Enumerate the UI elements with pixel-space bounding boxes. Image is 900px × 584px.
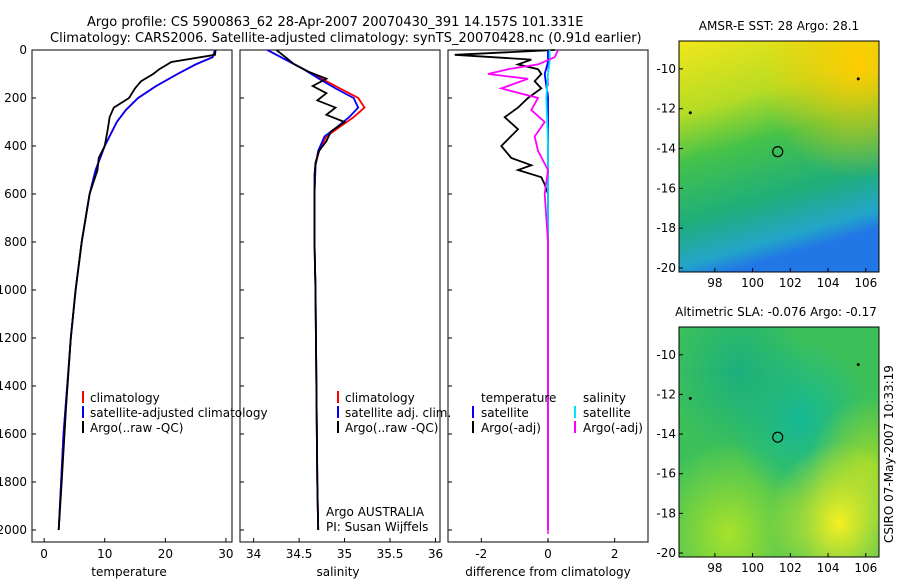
y-tick-label: -10 — [656, 62, 676, 76]
figure-title-line2: Climatology: CARS2006. Satellite-adjuste… — [50, 31, 642, 46]
y-tick-label: 1600 — [0, 427, 27, 441]
temperature-axes — [31, 49, 233, 543]
y-tick-label: -14 — [656, 142, 676, 156]
timestamp-label: CSIRO 07-May-2007 10:33:19 — [882, 365, 896, 543]
x-tick-label: 104 — [817, 561, 840, 575]
temperature-xlabel: temperature — [91, 565, 166, 579]
y-tick-label: -16 — [656, 181, 676, 195]
legend-label-sal-argo: Argo(-adj) — [583, 421, 643, 435]
x-tick-label: 104 — [817, 276, 840, 290]
difference-plot: -2 0 2 — [448, 49, 619, 561]
legend-label-argo: Argo(..raw -QC) — [90, 421, 183, 435]
y-tick-label: -16 — [656, 467, 676, 481]
difference-xlabel: difference from climatology — [465, 565, 631, 579]
series-line-argo-raw-qc- — [275, 49, 347, 531]
y-tick-label: -20 — [656, 261, 676, 275]
legend-label-temp-satellite: satellite — [481, 406, 529, 420]
difference-legend: temperature satellite Argo(-adj) salinit… — [472, 391, 643, 435]
series-line-salinity-argo-adj- — [487, 49, 559, 530]
x-tick-label: 0 — [40, 547, 48, 561]
sla-map-title: Altimetric SLA: -0.076 Argo: -0.17 — [675, 305, 877, 319]
x-tick-label: 100 — [741, 561, 764, 575]
y-tick-label: -20 — [656, 546, 676, 560]
sla-map-overlay: 98 100 102 104 106 -10 -12 -14 -16 -18 -20 — [656, 348, 877, 575]
x-tick-label: 102 — [779, 561, 802, 575]
y-tick-label: -12 — [656, 387, 676, 401]
sst-map-axes — [678, 40, 880, 273]
x-tick-label: 10 — [97, 547, 112, 561]
x-tick-label: 100 — [741, 276, 764, 290]
sst-map-overlay: 98 100 102 104 106 -10 -12 -14 -16 -18 -20 — [656, 62, 877, 290]
series-line-satellite-adjusted-climatology — [57, 49, 216, 531]
x-tick-label: 30 — [218, 547, 233, 561]
x-tick-label: 0 — [544, 547, 552, 561]
y-tick-label: -14 — [656, 427, 676, 441]
y-tick-label: -18 — [656, 221, 676, 235]
pi-annotation: PI: Susan Wijffels — [326, 520, 428, 534]
legend-label-climatology: climatology — [345, 391, 415, 405]
argo-float-marker — [772, 146, 784, 158]
x-tick-label: 102 — [779, 276, 802, 290]
salinity-axes — [239, 49, 441, 543]
x-tick-label: -2 — [475, 547, 487, 561]
x-tick-label: 98 — [707, 561, 722, 575]
series-line-temperature-argo-adj- — [454, 49, 555, 530]
y-tick-label: -10 — [656, 348, 676, 362]
series-line-climatology — [57, 49, 216, 531]
x-tick-label: 2 — [611, 547, 619, 561]
legend-label-satellite-adj: satellite adj. clim. — [345, 406, 451, 420]
x-tick-label: 34.5 — [286, 547, 313, 561]
sst-map-title: AMSR-E SST: 28 Argo: 28.1 — [699, 19, 859, 33]
legend-label-sal-satellite: satellite — [583, 406, 631, 420]
x-tick-label: 106 — [854, 561, 877, 575]
argo-float-marker — [772, 431, 784, 443]
y-tick-label: 800 — [4, 235, 27, 249]
x-tick-label: 106 — [854, 276, 877, 290]
x-tick-label: 34 — [246, 547, 261, 561]
legend-heading-temperature: temperature — [481, 391, 556, 405]
nearby-float-point — [856, 77, 860, 81]
x-tick-label: 98 — [707, 276, 722, 290]
figure-title-line1: Argo profile: CS 5900863_62 28-Apr-2007 … — [87, 15, 583, 30]
x-tick-label: 20 — [158, 547, 173, 561]
x-tick-label: 35.5 — [377, 547, 404, 561]
x-tick-label: 36 — [428, 547, 443, 561]
y-tick-label: 600 — [4, 187, 27, 201]
salinity-legend: climatology satellite adj. clim. Argo(..… — [337, 391, 451, 435]
y-tick-label: 1000 — [0, 283, 27, 297]
y-tick-label: 0 — [19, 43, 27, 57]
x-tick-label: 35 — [337, 547, 352, 561]
sla-map-axes — [678, 326, 880, 558]
temperature-legend: climatology satellite-adjusted climatolo… — [82, 391, 268, 435]
y-tick-label: -12 — [656, 102, 676, 116]
legend-label-argo: Argo(..raw -QC) — [345, 421, 438, 435]
y-tick-label: 200 — [4, 91, 27, 105]
y-tick-label: 2000 — [0, 523, 27, 537]
y-tick-label: 1200 — [0, 331, 27, 345]
nearby-float-point — [856, 363, 860, 367]
series-line-argo-raw-qc- — [57, 49, 217, 531]
legend-label-climatology: climatology — [90, 391, 160, 405]
nearby-float-point — [688, 396, 692, 400]
y-tick-label: 400 — [4, 139, 27, 153]
institution-annotation: Argo AUSTRALIA — [326, 505, 425, 519]
salinity-xlabel: salinity — [316, 565, 359, 579]
y-tick-label: 1800 — [0, 475, 27, 489]
sla-heatmap — [679, 327, 879, 557]
nearby-float-point — [688, 111, 692, 115]
legend-label-satellite-adjusted: satellite-adjusted climatology — [90, 406, 268, 420]
y-tick-label: -18 — [656, 506, 676, 520]
temperature-plot: 0 10 20 30 0 200 400 600 800 1000 1200 1400 1600 1800… — [0, 43, 234, 561]
legend-label-temp-argo: Argo(-adj) — [481, 421, 541, 435]
y-tick-label: 1400 — [0, 379, 27, 393]
salinity-plot: 34 34.5 35 35.5 36 — [240, 49, 443, 561]
legend-heading-salinity: salinity — [583, 391, 626, 405]
